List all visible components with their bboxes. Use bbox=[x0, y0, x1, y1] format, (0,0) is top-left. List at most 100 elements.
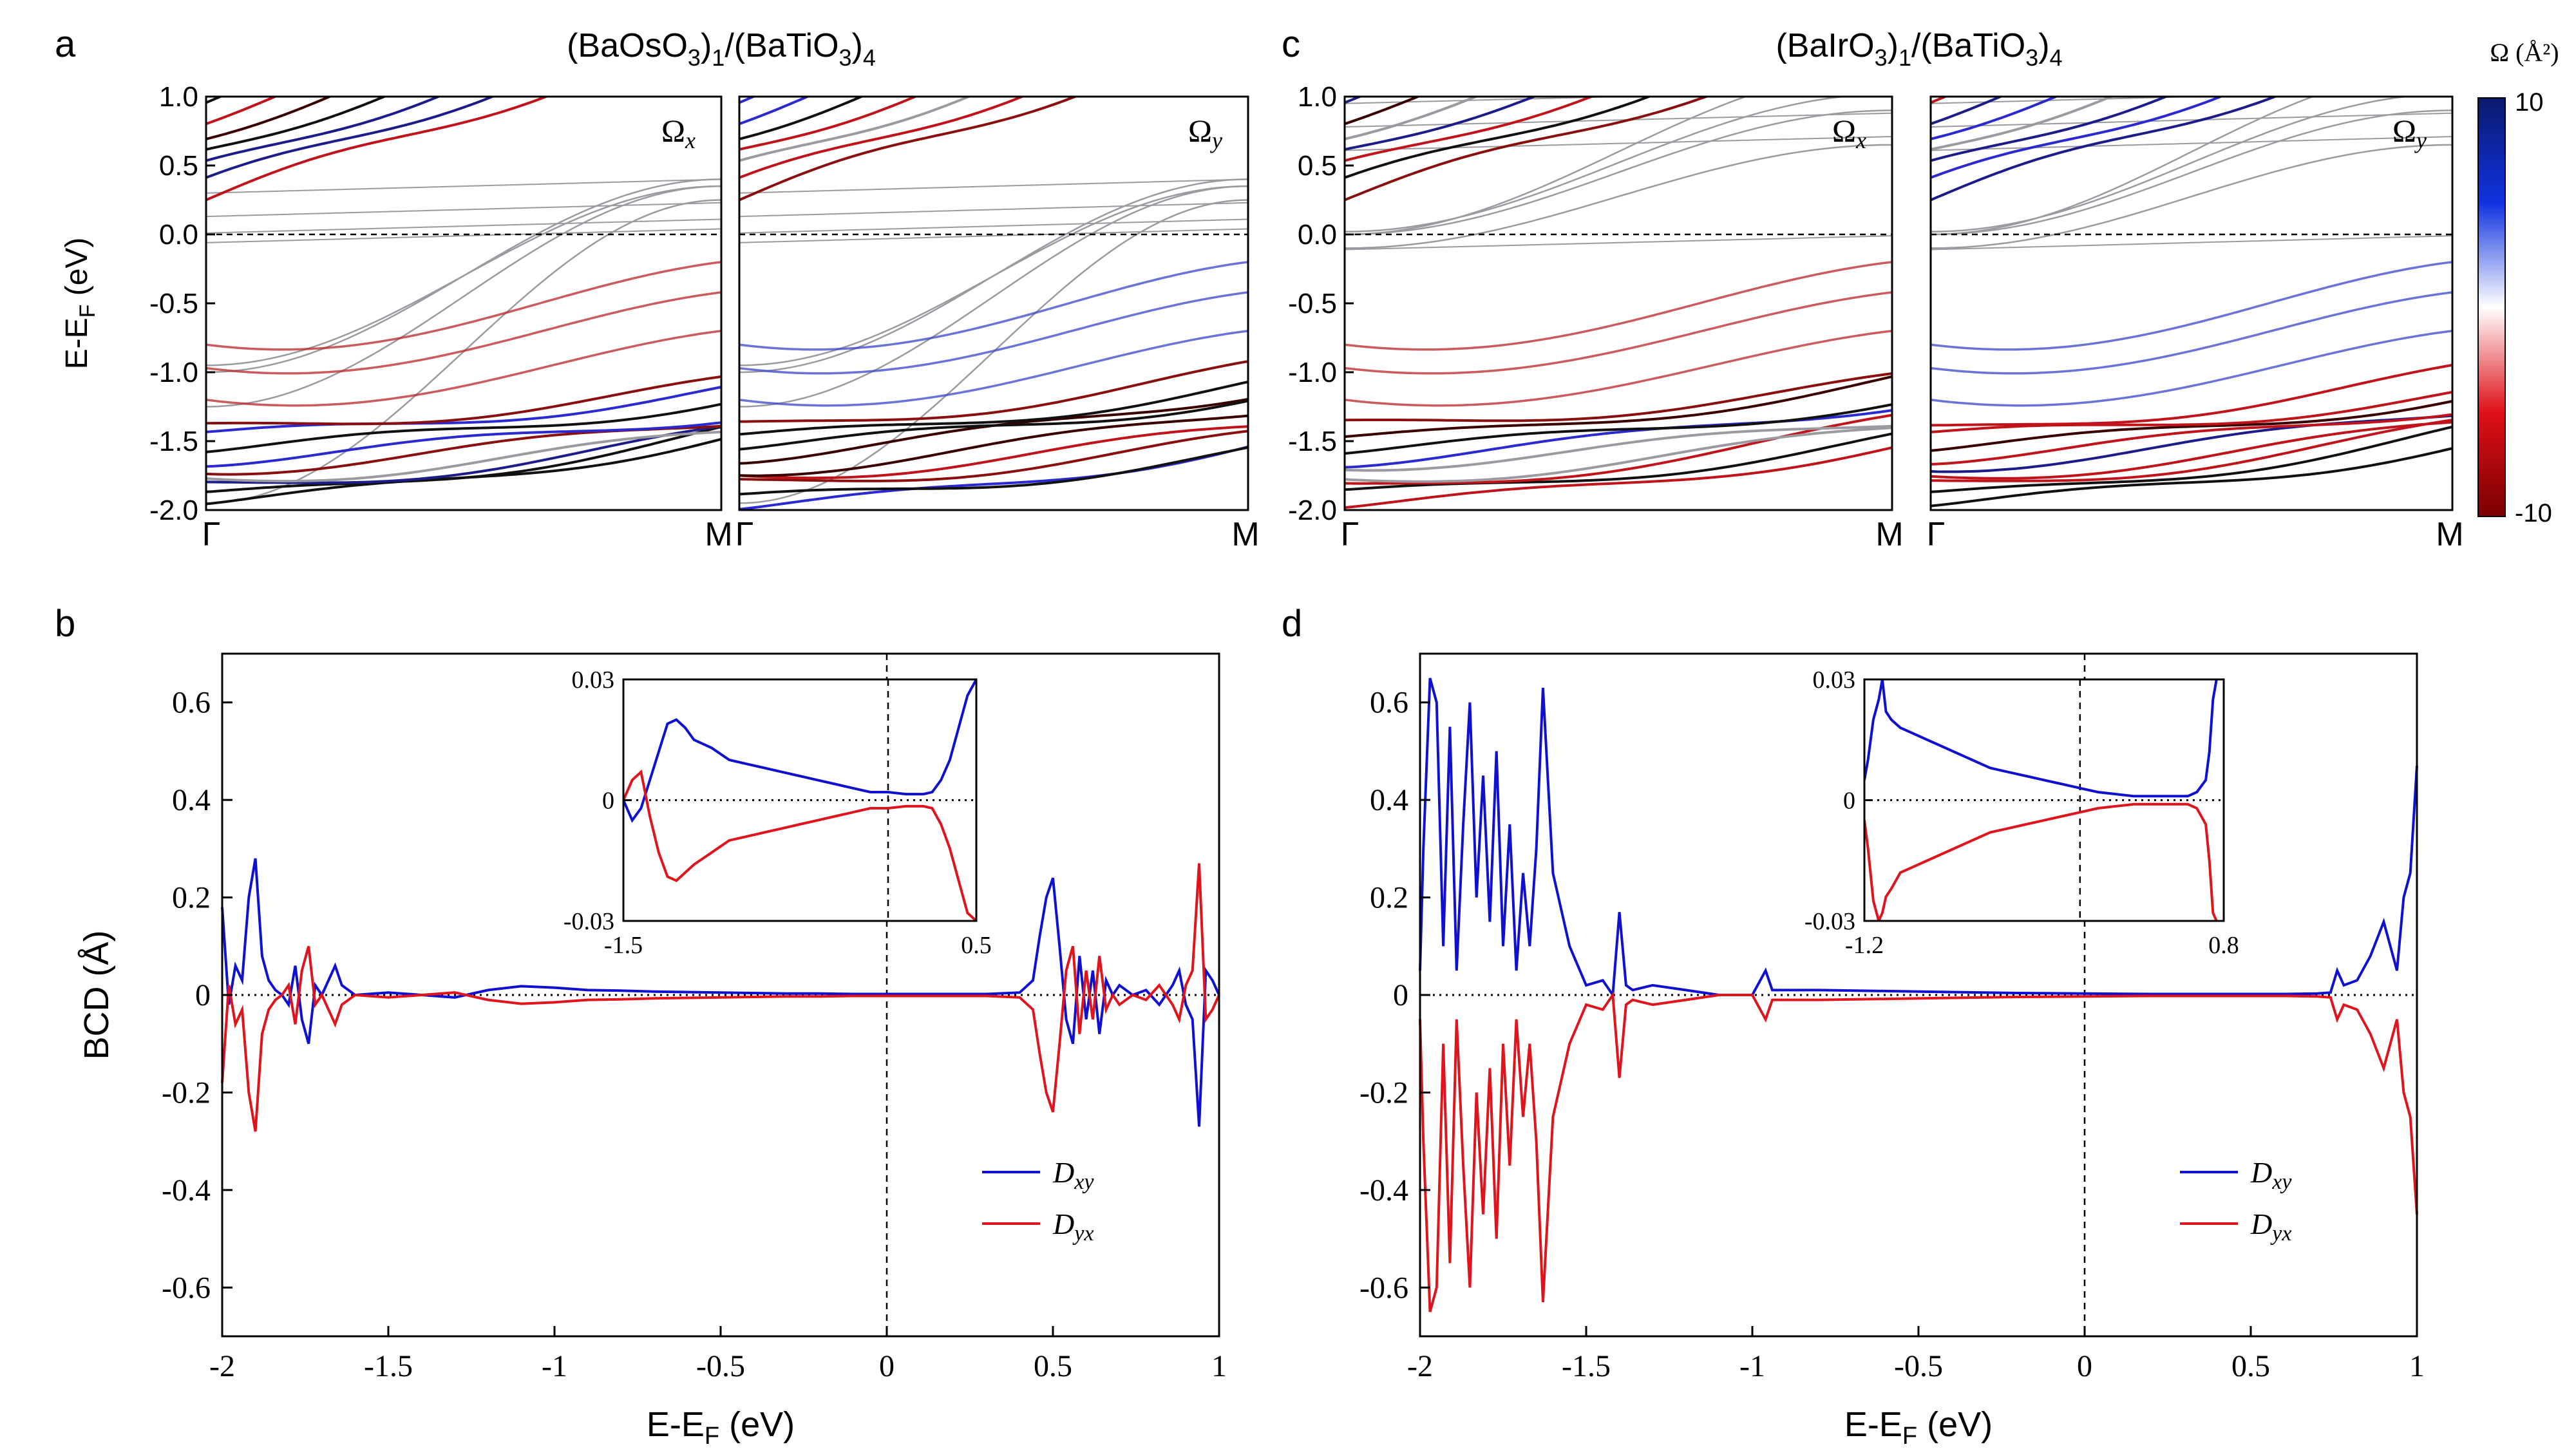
band-line-grey bbox=[1345, 97, 1851, 232]
x-tick-label-gamma: Γ bbox=[1341, 516, 1359, 553]
y-tick-label: 0 bbox=[195, 978, 211, 1012]
x-tick-label-m: M bbox=[2436, 516, 2463, 553]
band-line-grey bbox=[739, 228, 1248, 243]
band-line-grey bbox=[1345, 112, 1892, 128]
band-lines bbox=[206, 97, 721, 506]
x-tick-label: 1 bbox=[2409, 1349, 2425, 1383]
inset-series-line-dyx bbox=[1864, 802, 2218, 921]
band-line-dense bbox=[206, 402, 721, 453]
band-line-dense bbox=[1345, 97, 1595, 162]
band-lines bbox=[1931, 97, 2452, 507]
omega-annotation: Ωx bbox=[1832, 113, 1866, 153]
y-tick-label: 0.4 bbox=[1370, 783, 1408, 817]
x-tick-label-m: M bbox=[1231, 516, 1259, 553]
inset-y-tick-label: 0.03 bbox=[1813, 667, 1856, 694]
band-line-grey bbox=[739, 202, 1248, 218]
band-line-dense bbox=[739, 380, 1248, 436]
panel-a-title: (BaOsO3)1/(BaTiO3)4 bbox=[567, 27, 876, 71]
inset-chart: 0.03 0 -0.03-1.5 0.5 bbox=[564, 667, 992, 959]
y-tick-label: -0.2 bbox=[162, 1075, 211, 1110]
band-line-dense bbox=[1345, 372, 1892, 422]
band-line-dense bbox=[1931, 97, 2170, 162]
band-line-grey bbox=[206, 218, 721, 234]
band-line-dense bbox=[206, 97, 497, 179]
band-line-dense bbox=[206, 97, 550, 202]
band-line-grey bbox=[1931, 112, 2452, 128]
band-line-dense bbox=[206, 97, 334, 140]
panel-label-d: d bbox=[1282, 603, 1302, 645]
y-tick-label: 0.0 bbox=[1298, 219, 1337, 251]
band-line-dense bbox=[1931, 97, 2279, 202]
band-line-grey bbox=[1931, 136, 2452, 151]
band-line-dense bbox=[206, 375, 721, 426]
inset-y-tick-label: 0 bbox=[602, 788, 614, 815]
band-lines bbox=[1345, 97, 1892, 509]
plot-frame bbox=[1929, 95, 2454, 511]
band-line-dense bbox=[739, 97, 1026, 179]
omega-annotation: Ωx bbox=[661, 113, 696, 153]
band-line-dense bbox=[1931, 425, 2452, 493]
band-line-colored bbox=[1931, 261, 2452, 351]
series-line-dxy bbox=[221, 858, 1220, 1127]
band-lines bbox=[739, 97, 1248, 510]
inset-series-line-dyx bbox=[623, 769, 976, 921]
inset-x-tick-label: -1.5 bbox=[604, 932, 643, 959]
band-line-dense bbox=[206, 425, 721, 493]
band-line-colored bbox=[206, 261, 721, 351]
band-line-dense bbox=[1931, 400, 2452, 452]
plot-background bbox=[739, 97, 1248, 510]
inset-series-line-dxy bbox=[1864, 679, 2218, 798]
x-tick-label: -1 bbox=[542, 1349, 567, 1383]
band-line-dense bbox=[739, 97, 919, 151]
y-axis-label: BCD (Å) bbox=[77, 931, 116, 1060]
panel-label-b: b bbox=[55, 603, 75, 645]
band-line-dense bbox=[739, 97, 1079, 202]
y-tick-label: -0.4 bbox=[1359, 1173, 1408, 1208]
colorbar-min-label: -10 bbox=[2515, 499, 2552, 527]
x-tick-label: 0 bbox=[879, 1349, 895, 1383]
band-line-colored bbox=[739, 330, 1248, 407]
bcd-chart-d: 0.6 0.4 0.2 0 -0.2 -0.4 -0.6 -2 -1.5 -1 -0.5 0 0.5 1 E… bbox=[1359, 652, 2425, 1449]
band-line-dense bbox=[739, 399, 1248, 451]
panel-c-title: (BaIrO3)1/(BaTiO3)4 bbox=[1776, 27, 2062, 71]
band-line-dense bbox=[739, 425, 1248, 480]
band-line-colored bbox=[1345, 261, 1892, 351]
band-line-grey bbox=[1931, 144, 2452, 249]
y-tick-label: -0.4 bbox=[162, 1173, 211, 1208]
band-structure-c-omega-y: Γ M Ωy bbox=[1927, 95, 2464, 553]
band-line-colored bbox=[206, 291, 721, 375]
y-tick-label: 0.5 bbox=[159, 150, 198, 182]
band-line-dense bbox=[739, 360, 1248, 423]
y-tick-label: -0.6 bbox=[1359, 1271, 1408, 1305]
omega-annotation: Ωy bbox=[1188, 113, 1222, 153]
x-tick-label-m: M bbox=[705, 516, 732, 553]
y-tick-label: -0.5 bbox=[1288, 288, 1337, 319]
x-tick-label-m: M bbox=[1875, 516, 1903, 553]
band-line-dense bbox=[1345, 97, 1538, 151]
band-line-colored bbox=[1345, 291, 1892, 375]
band-line-grey bbox=[1345, 144, 1892, 249]
x-tick-label: -2 bbox=[1407, 1349, 1433, 1383]
band-line-dense bbox=[739, 97, 865, 140]
band-line-grey bbox=[1931, 97, 2413, 232]
x-tick-label: 0.5 bbox=[2231, 1349, 2270, 1383]
band-structure-a-omega-y: Γ M Ωy bbox=[735, 95, 1260, 553]
band-line-dense bbox=[206, 97, 388, 151]
x-tick-label: 0.5 bbox=[1034, 1349, 1072, 1383]
band-line-dense bbox=[1931, 97, 2060, 140]
y-tick-label: 0.6 bbox=[172, 686, 211, 720]
band-line-colored bbox=[1345, 330, 1892, 407]
band-line-colored bbox=[1931, 291, 2452, 375]
band-line-grey bbox=[1931, 109, 2452, 236]
band-line-dense bbox=[1345, 403, 1892, 455]
y-tick-label: 1.0 bbox=[1298, 81, 1337, 113]
y-tick-label: 1.0 bbox=[159, 81, 198, 113]
band-line-dense bbox=[206, 424, 721, 484]
inset-series-line-dxy bbox=[623, 679, 976, 823]
band-line-dense bbox=[206, 421, 721, 468]
band-line-grey bbox=[1345, 235, 1892, 251]
plot-background bbox=[1931, 97, 2452, 510]
band-line-dense bbox=[1345, 426, 1892, 483]
x-tick-label: -0.5 bbox=[1894, 1349, 1943, 1383]
series-line-dxy bbox=[1419, 677, 2418, 999]
